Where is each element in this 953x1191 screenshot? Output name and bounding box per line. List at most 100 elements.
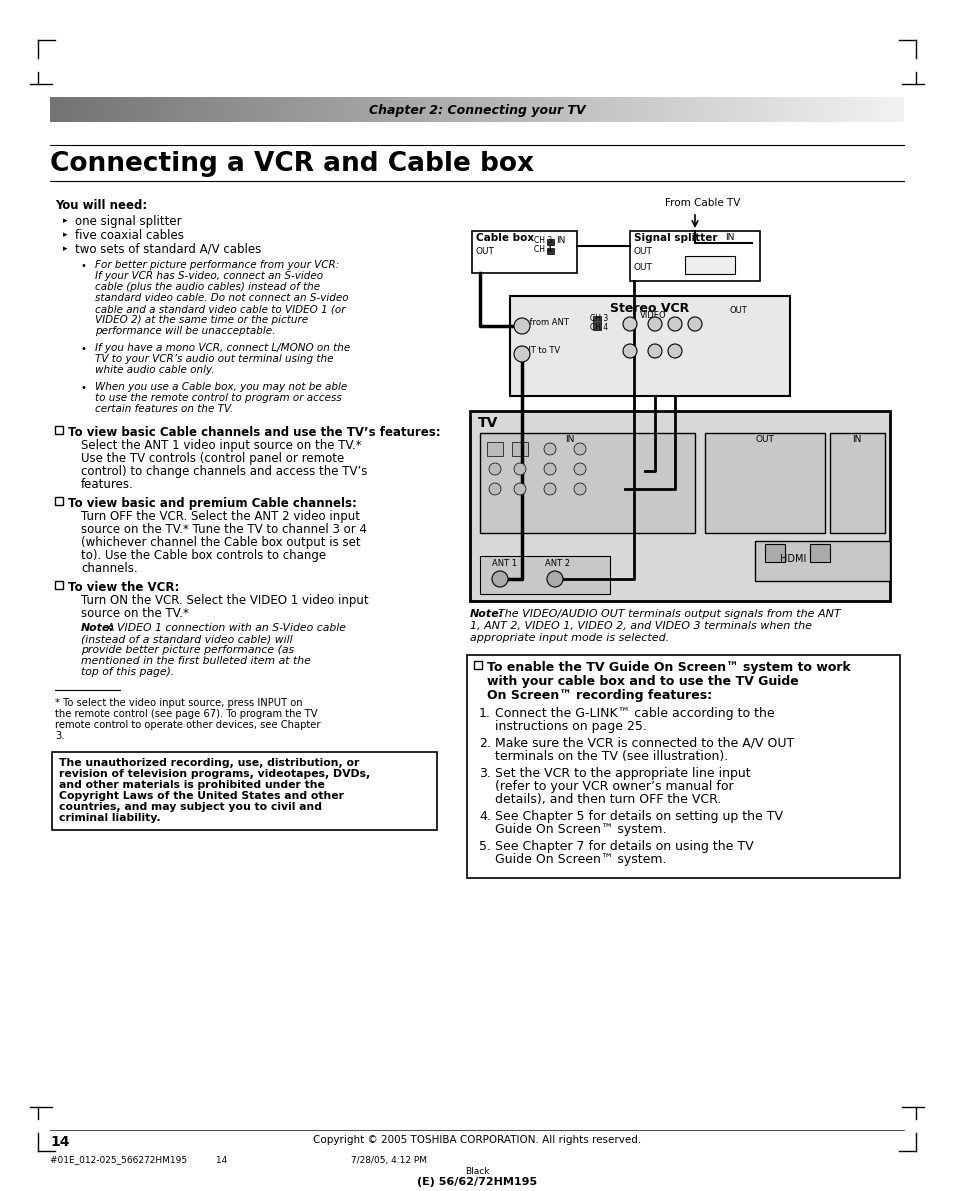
Bar [830,96,835,121]
Text: control) to change channels and access the TV’s: control) to change channels and access t… [81,464,367,478]
Text: HDMI: HDMI [780,554,805,565]
Bar [191,96,195,121]
Bar [835,96,840,121]
Bar [545,96,550,121]
Text: channels.: channels. [81,562,137,575]
Bar [118,96,123,121]
Text: For better picture performance from your VCR:: For better picture performance from your… [95,260,339,270]
Text: •: • [81,384,87,393]
Bar [890,96,895,121]
Circle shape [667,344,681,358]
Text: top of this page).: top of this page). [81,667,174,676]
Bar [55,426,63,434]
Text: the remote control (see page 67). To program the TV: the remote control (see page 67). To pro… [55,709,317,719]
Bar [310,96,314,121]
Bar [570,96,575,121]
Text: See Chapter 5 for details on setting up the TV: See Chapter 5 for details on setting up … [495,810,782,823]
Bar [383,96,388,121]
Text: IN: IN [565,435,574,444]
Text: Chapter 2: Connecting your TV: Chapter 2: Connecting your TV [368,104,585,117]
Text: From Cable TV: From Cable TV [664,198,740,208]
Text: Set the VCR to the appropriate line input: Set the VCR to the appropriate line inpu… [495,767,750,780]
Text: 1, ANT 2, VIDEO 1, VIDEO 2, and VIDEO 3 terminals when the: 1, ANT 2, VIDEO 1, VIDEO 2, and VIDEO 3 … [470,621,811,631]
Bar [639,96,643,121]
Bar [554,96,558,121]
Bar [780,96,784,121]
Bar [843,96,848,121]
Text: mentioned in the first bulleted item at the: mentioned in the first bulleted item at … [81,656,311,666]
Bar [349,96,354,121]
Text: Signal splitter: Signal splitter [634,233,717,243]
Text: To view basic and premium Cable channels:: To view basic and premium Cable channels… [68,497,356,510]
Bar [720,96,724,121]
Bar [764,544,784,562]
Bar [280,96,285,121]
Bar [754,96,759,121]
Bar [52,752,436,830]
Bar [468,96,473,121]
Bar [101,96,106,121]
Text: CH 3: CH 3 [589,314,608,323]
Bar [251,96,255,121]
Circle shape [546,570,562,587]
Text: OUT: OUT [634,247,652,256]
Bar [144,96,149,121]
Bar [135,96,140,121]
Bar [510,297,789,395]
Bar [297,96,302,121]
Bar [818,96,822,121]
Bar [583,96,588,121]
Text: IN: IN [556,236,565,245]
Text: Cable box: Cable box [476,233,534,243]
Bar [361,96,366,121]
Bar [829,434,884,534]
Bar [237,96,242,121]
Bar [707,96,712,121]
Text: with your cable box and to use the TV Guide: with your cable box and to use the TV Gu… [486,675,798,688]
Bar [63,96,68,121]
Bar [152,96,157,121]
Bar [335,96,340,121]
Bar [826,96,831,121]
Bar [327,96,332,121]
Bar [652,96,657,121]
Bar [421,96,426,121]
Bar [587,96,592,121]
Bar [332,96,336,121]
Bar [438,96,443,121]
Text: #01E_012-025_566272HM195          14                                           7: #01E_012-025_566272HM195 14 7 [50,1155,427,1164]
Bar [318,96,323,121]
Bar [178,96,183,121]
Text: Turn ON the VCR. Select the VIDEO 1 video input: Turn ON the VCR. Select the VIDEO 1 vide… [81,594,368,607]
Bar [306,96,311,121]
Text: OUT to TV: OUT to TV [517,347,559,355]
Text: Make sure the VCR is connected to the A/V OUT: Make sure the VCR is connected to the A/… [495,737,794,750]
Text: Select the ANT 1 video input source on the TV.*: Select the ANT 1 video input source on t… [81,439,361,453]
Bar [323,96,328,121]
Bar [366,96,371,121]
Text: standard video cable. Do not connect an S-video: standard video cable. Do not connect an … [95,293,348,303]
Bar [216,96,221,121]
Bar [684,256,734,274]
Bar [528,96,533,121]
Bar [173,96,178,121]
Text: TV to your VCR’s audio out terminal using the: TV to your VCR’s audio out terminal usin… [95,354,334,364]
Bar [494,96,498,121]
Bar [592,96,597,121]
Bar [724,96,729,121]
Text: (whichever channel the Cable box output is set: (whichever channel the Cable box output … [81,536,360,549]
Bar [566,96,571,121]
Bar [106,96,111,121]
Circle shape [489,484,500,495]
Bar [864,96,869,121]
Bar [470,411,889,601]
Bar [110,96,114,121]
Text: Guide On Screen™ system.: Guide On Screen™ system. [495,853,666,866]
Bar [502,96,507,121]
Text: criminal liability.: criminal liability. [59,813,160,823]
Bar [480,96,485,121]
Bar [170,96,174,121]
Text: details), and then turn OFF the VCR.: details), and then turn OFF the VCR. [495,793,720,806]
Circle shape [574,463,585,475]
Bar [430,96,435,121]
